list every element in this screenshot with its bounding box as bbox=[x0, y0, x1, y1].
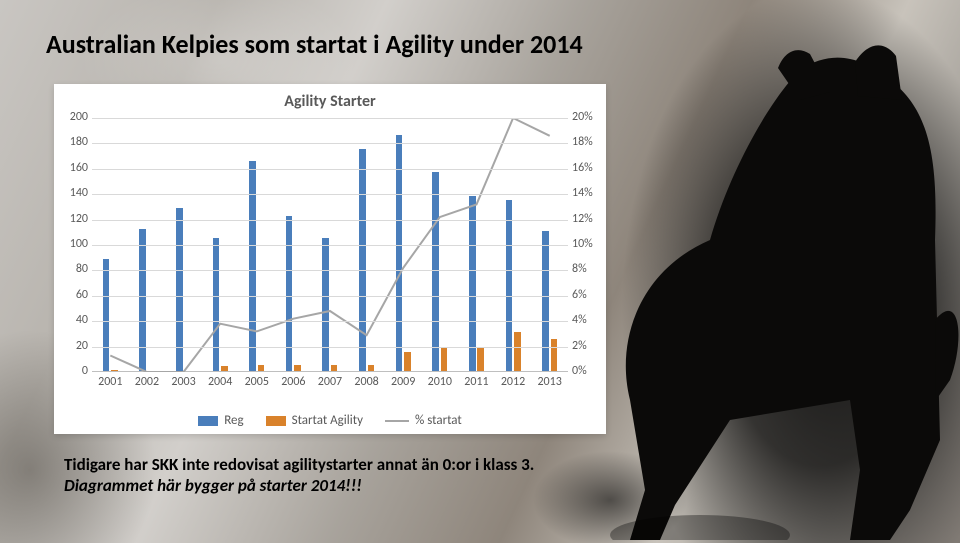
x-axis-label: 2013 bbox=[531, 375, 568, 389]
legend-item-reg: Reg bbox=[198, 413, 243, 428]
grid-line bbox=[92, 270, 568, 271]
bar-startat bbox=[404, 352, 411, 371]
chart-card: Agility Starter 200120022003200420052006… bbox=[54, 84, 606, 434]
x-axis-label: 2004 bbox=[202, 375, 239, 389]
y-left-label: 40 bbox=[54, 313, 90, 327]
x-axis-label: 2006 bbox=[275, 375, 312, 389]
bar-startat bbox=[221, 366, 228, 371]
grid-line bbox=[92, 321, 568, 322]
bar-startat bbox=[331, 365, 338, 371]
y-right-label: 10% bbox=[570, 237, 606, 251]
x-axis-label: 2009 bbox=[385, 375, 422, 389]
bar-startat bbox=[441, 347, 448, 371]
bar-reg bbox=[103, 259, 110, 371]
y-right-label: 4% bbox=[570, 313, 606, 327]
grid-line bbox=[92, 143, 568, 144]
x-axis-label: 2007 bbox=[312, 375, 349, 389]
footnote: Tidigare har SKK inte redovisat agilitys… bbox=[64, 454, 534, 497]
bar-startat bbox=[294, 365, 301, 371]
y-right-label: 16% bbox=[570, 161, 606, 175]
bar-startat bbox=[258, 365, 265, 371]
y-left-label: 160 bbox=[54, 161, 90, 175]
grid-line bbox=[92, 194, 568, 195]
bar-startat bbox=[368, 365, 375, 371]
x-axis-label: 2008 bbox=[348, 375, 385, 389]
y-right-label: 14% bbox=[570, 186, 606, 200]
y-left-label: 80 bbox=[54, 262, 90, 276]
legend-label-reg: Reg bbox=[224, 413, 243, 428]
legend-swatch-pct bbox=[385, 420, 409, 422]
grid-line bbox=[92, 296, 568, 297]
legend-item-pct: % startat bbox=[385, 413, 462, 428]
y-left-label: 140 bbox=[54, 186, 90, 200]
y-left-label: 0 bbox=[54, 364, 90, 378]
y-left-label: 180 bbox=[54, 135, 90, 149]
footnote-line-1: Tidigare har SKK inte redovisat agilitys… bbox=[64, 454, 534, 475]
legend-label-startat: Startat Agility bbox=[292, 413, 363, 428]
grid-line bbox=[92, 118, 568, 119]
legend-swatch-startat bbox=[266, 416, 286, 426]
bar-reg bbox=[249, 161, 256, 371]
bar-startat bbox=[551, 339, 558, 371]
y-right-label: 12% bbox=[570, 212, 606, 226]
chart-title: Agility Starter bbox=[54, 84, 606, 111]
grid-line bbox=[92, 245, 568, 246]
y-right-label: 8% bbox=[570, 262, 606, 276]
y-left-label: 20 bbox=[54, 339, 90, 353]
bar-startat bbox=[111, 370, 118, 371]
grid-line bbox=[92, 220, 568, 221]
legend-swatch-reg bbox=[198, 416, 218, 426]
y-right-label: 20% bbox=[570, 110, 606, 124]
grid-line bbox=[92, 169, 568, 170]
legend-item-startat: Startat Agility bbox=[266, 413, 363, 428]
y-left-label: 200 bbox=[54, 110, 90, 124]
x-axis-label: 2011 bbox=[458, 375, 495, 389]
x-axis-label: 2003 bbox=[165, 375, 202, 389]
grid-line bbox=[92, 347, 568, 348]
legend-label-pct: % startat bbox=[415, 413, 462, 428]
bar-reg bbox=[359, 149, 366, 371]
x-axis-label: 2002 bbox=[129, 375, 166, 389]
y-right-label: 18% bbox=[570, 135, 606, 149]
bar-reg bbox=[396, 135, 403, 371]
y-left-label: 120 bbox=[54, 212, 90, 226]
y-right-label: 0% bbox=[570, 364, 606, 378]
slide-root: Australian Kelpies som startat i Agility… bbox=[0, 0, 960, 543]
bar-reg bbox=[469, 196, 476, 371]
x-axis-label: 2001 bbox=[92, 375, 129, 389]
y-right-label: 2% bbox=[570, 339, 606, 353]
footnote-line-2: Diagrammet här bygger på starter 2014!!! bbox=[64, 475, 534, 496]
chart-x-axis: 2001200220032004200520062007200820092010… bbox=[92, 375, 568, 389]
bar-reg bbox=[322, 238, 329, 371]
chart-plot-area bbox=[92, 118, 568, 372]
bar-reg bbox=[213, 238, 220, 371]
y-left-label: 100 bbox=[54, 237, 90, 251]
bar-reg bbox=[286, 216, 293, 371]
y-right-label: 6% bbox=[570, 288, 606, 302]
bar-startat bbox=[514, 332, 521, 371]
page-title: Australian Kelpies som startat i Agility… bbox=[46, 28, 583, 60]
x-axis-label: 2012 bbox=[495, 375, 532, 389]
x-axis-label: 2005 bbox=[238, 375, 275, 389]
y-left-label: 60 bbox=[54, 288, 90, 302]
bar-reg bbox=[506, 200, 513, 371]
bar-startat bbox=[477, 348, 484, 371]
chart-legend: Reg Startat Agility % startat bbox=[54, 413, 606, 428]
bar-reg bbox=[542, 231, 549, 371]
x-axis-label: 2010 bbox=[421, 375, 458, 389]
bar-reg bbox=[139, 229, 146, 371]
